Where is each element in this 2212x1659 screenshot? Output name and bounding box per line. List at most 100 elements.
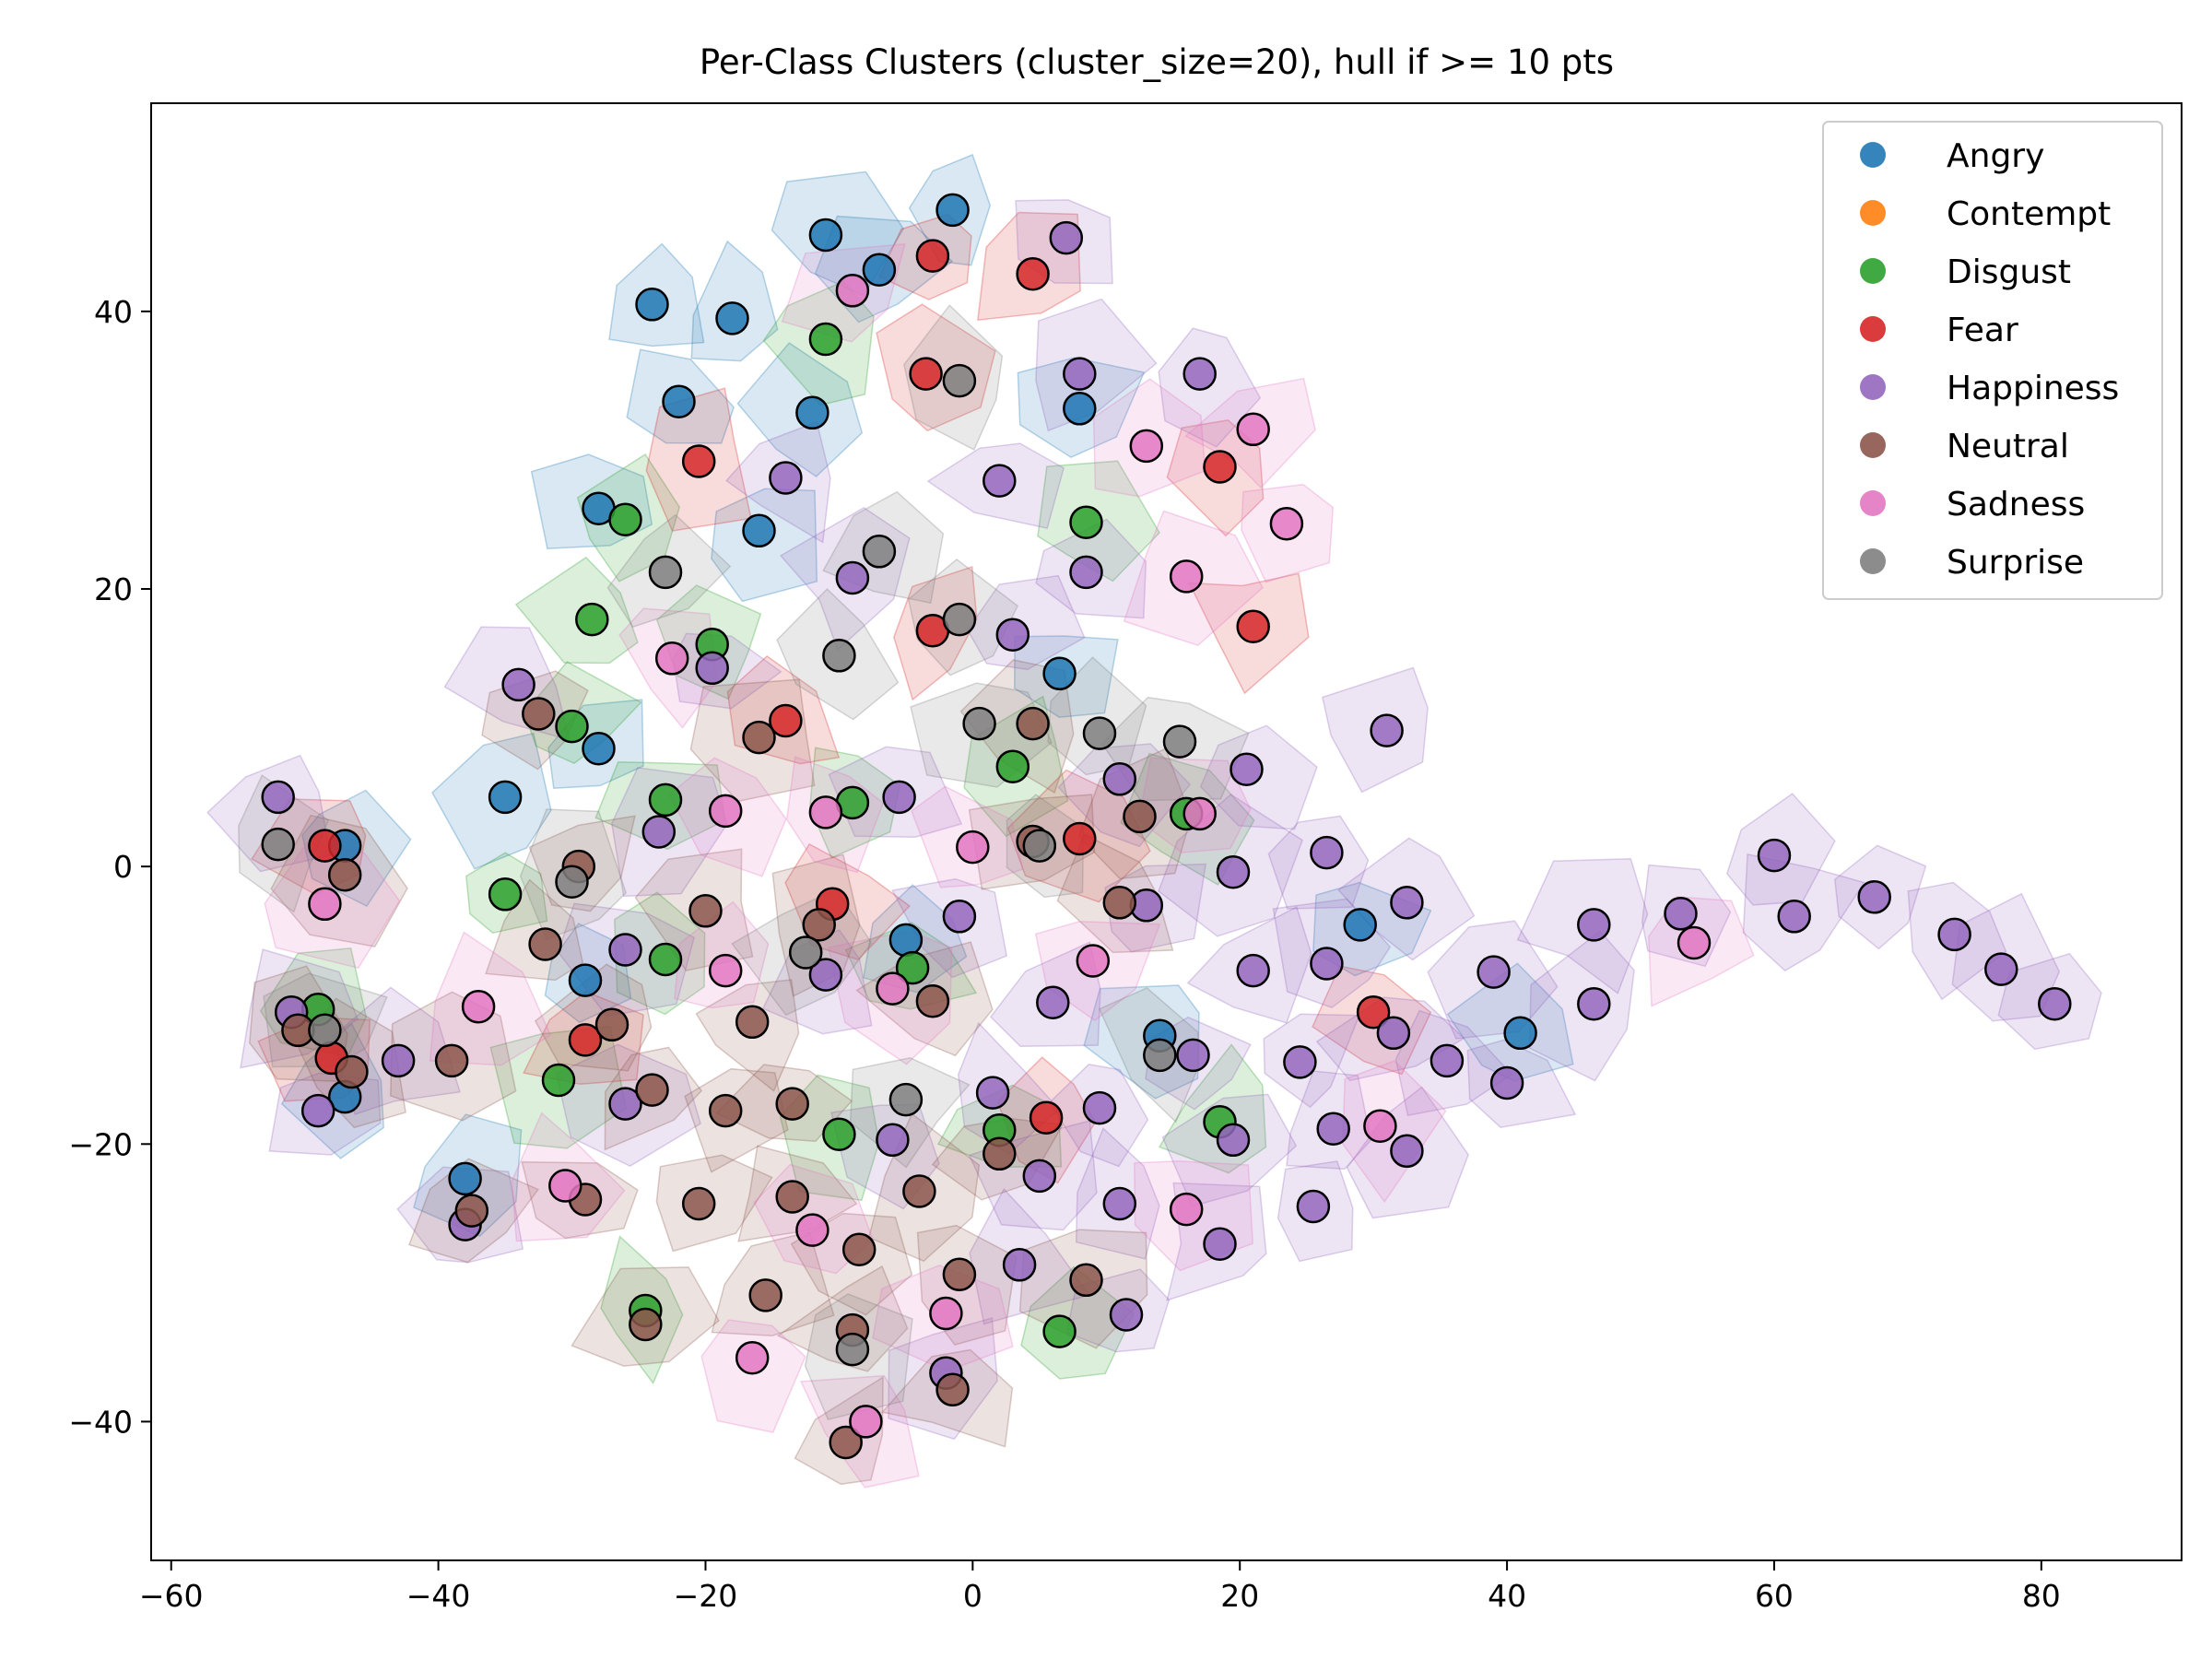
data-point: [1236, 609, 1270, 643]
data-point: [1390, 1134, 1424, 1169]
cluster-hull: [1047, 656, 1147, 776]
data-point: [942, 602, 977, 637]
data-point: [1236, 953, 1270, 988]
data-point: [935, 1372, 970, 1407]
data-point: [909, 357, 943, 391]
data-point: [1664, 897, 1698, 931]
data-point: [608, 933, 642, 967]
data-point: [1143, 1038, 1177, 1073]
x-tick-label: −20: [674, 1578, 738, 1614]
data-point: [555, 709, 589, 744]
data-point: [942, 363, 977, 398]
data-point: [862, 253, 897, 287]
data-point: [1109, 1298, 1144, 1332]
data-point: [1069, 505, 1103, 539]
legend-label: Contempt: [1947, 195, 2111, 233]
cluster-hull: [966, 574, 1086, 671]
data-point: [1022, 829, 1057, 863]
data-point: [1063, 821, 1097, 856]
data-point: [808, 218, 843, 253]
data-point: [1343, 908, 1377, 942]
data-point: [742, 513, 776, 548]
data-point: [308, 829, 342, 863]
data-point: [1076, 944, 1111, 978]
data-point: [708, 953, 743, 988]
data-point: [975, 1076, 1010, 1110]
data-point: [582, 731, 616, 766]
data-point: [1169, 1192, 1204, 1227]
data-point: [795, 1213, 830, 1247]
data-point: [769, 461, 803, 495]
data-point: [648, 555, 683, 590]
data-point: [327, 857, 362, 892]
data-point: [1182, 796, 1217, 831]
data-point: [775, 1087, 809, 1121]
data-point: [335, 1054, 369, 1089]
data-point: [1283, 1045, 1317, 1079]
data-point: [1082, 716, 1117, 750]
data-point: [708, 1093, 743, 1128]
data-point: [681, 444, 716, 478]
data-point: [641, 815, 677, 849]
data-point: [1102, 1186, 1137, 1221]
data-point: [876, 971, 910, 1006]
data-point: [995, 618, 1030, 652]
data-point: [1182, 357, 1217, 391]
legend-marker: [1860, 432, 1886, 458]
data-point: [1176, 1038, 1210, 1073]
legend-label: Sadness: [1947, 486, 2085, 524]
data-point: [795, 395, 830, 430]
data-point: [1269, 506, 1304, 541]
data-point: [1777, 900, 1811, 934]
data-point: [608, 1087, 642, 1121]
data-point: [461, 989, 496, 1024]
data-point: [841, 1232, 877, 1266]
data-point: [708, 794, 743, 829]
data-point: [1063, 357, 1097, 391]
data-point: [1489, 1065, 1524, 1100]
data-point: [1162, 724, 1197, 759]
data-point: [915, 983, 950, 1018]
data-point: [895, 950, 930, 985]
data-point: [1049, 220, 1084, 255]
data-point: [688, 894, 723, 928]
data-point: [982, 464, 1017, 498]
points-layer: [261, 193, 2072, 1460]
x-tick-label: −60: [139, 1578, 204, 1614]
y-tick-label: −40: [68, 1404, 133, 1440]
data-point: [629, 1307, 663, 1342]
data-point: [802, 908, 836, 942]
data-point: [1857, 880, 1891, 914]
data-point: [2038, 986, 2072, 1021]
data-point: [1356, 994, 1391, 1030]
cluster-hull: [1035, 298, 1158, 432]
data-point: [902, 1174, 936, 1208]
data-point: [962, 706, 996, 741]
data-point: [1503, 1016, 1537, 1051]
data-point: [1016, 256, 1050, 291]
data-point: [488, 877, 523, 912]
data-point: [808, 322, 843, 357]
data-point: [308, 1013, 342, 1048]
data-point: [568, 963, 603, 997]
data-point: [1069, 1263, 1103, 1298]
data-point: [1063, 392, 1097, 426]
data-point: [1984, 952, 2018, 986]
data-point: [448, 1161, 482, 1196]
data-point: [1310, 835, 1344, 870]
data-point: [1230, 752, 1264, 786]
data-point: [1577, 908, 1611, 942]
data-point: [695, 651, 729, 686]
legend-label: Angry: [1947, 137, 2044, 175]
data-point: [1036, 985, 1070, 1019]
data-point: [548, 1169, 582, 1203]
legend-label: Fear: [1947, 312, 2018, 349]
legend-label: Neutral: [1947, 428, 2069, 465]
legend-label: Happiness: [1947, 370, 2119, 407]
data-point: [929, 1296, 963, 1331]
data-point: [501, 667, 535, 702]
data-point: [1370, 713, 1404, 747]
x-tick-label: −40: [406, 1578, 471, 1614]
data-point: [1296, 1189, 1331, 1224]
x-tick-label: 0: [963, 1578, 982, 1614]
